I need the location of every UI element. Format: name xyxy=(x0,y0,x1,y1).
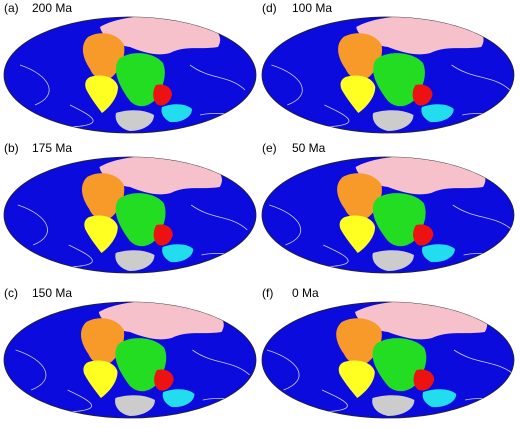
panel-age: 0 Ma xyxy=(292,286,319,300)
panel-age: 175 Ma xyxy=(32,141,72,155)
panel-age: 50 Ma xyxy=(292,141,326,155)
panel-label: (c) xyxy=(4,286,18,300)
panel-age: 100 Ma xyxy=(292,1,332,15)
panel-label: (a) xyxy=(4,1,19,15)
map-panel: (d) 100 Ma xyxy=(261,1,515,134)
panel-label: (d) xyxy=(262,1,277,15)
panel-age: 150 Ma xyxy=(32,286,72,300)
map-panel: (e) 50 Ma xyxy=(261,141,515,274)
map-panel: (c) 150 Ma xyxy=(3,286,257,419)
panel-label: (e) xyxy=(262,141,277,155)
panel-label: (f) xyxy=(262,286,273,300)
map-panel: (b) 175 Ma xyxy=(3,141,257,274)
map-panel: (a) 200 Ma xyxy=(3,1,257,134)
map-panel: (f) 0 Ma xyxy=(261,286,515,419)
panel-label: (b) xyxy=(4,141,19,155)
panel-age: 200 Ma xyxy=(32,1,72,15)
